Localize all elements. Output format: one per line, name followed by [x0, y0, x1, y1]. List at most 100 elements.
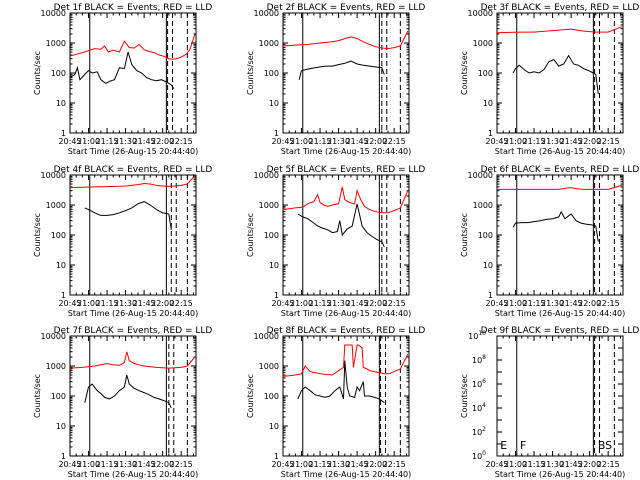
panel-6-x-tick-label: 21:00 — [504, 299, 527, 308]
panel-3-y-tick-label: 1000 — [473, 39, 493, 48]
panel-7-x-tick-label: 20:45 — [58, 460, 81, 469]
panel-2-y-tick-label: 10000 — [254, 9, 279, 18]
panel-7-y-axis-label: Counts/sec — [33, 374, 42, 418]
panel-9-y-tick-label: 108 — [472, 354, 486, 365]
panel-8-x-tick-label: 21:15 — [309, 460, 332, 469]
panel-3-x-tick-label: 22:15 — [597, 137, 620, 146]
panel-6-events-series — [512, 210, 599, 242]
panel-4-y-axis-label: Counts/sec — [33, 213, 42, 257]
panel-6-y-tick-label: 10000 — [468, 171, 493, 180]
panel-3-y-tick-label: 10000 — [468, 9, 493, 18]
panel-8-y-tick-label: 1 — [274, 452, 279, 461]
panel-7-y-tick-label: 1 — [61, 452, 66, 461]
panel-4-x-tick-label: 21:30 — [114, 299, 137, 308]
panel-9-y-tick-label: 1010 — [468, 330, 486, 341]
panel-2-title: Det 2f BLACK = Events, RED = LLD — [267, 3, 426, 13]
panel-6-y-axis-label: Counts/sec — [460, 213, 469, 257]
panel-6-y-tick-label: 10 — [483, 261, 493, 270]
panel-7-x-tick-label: 21:00 — [77, 460, 100, 469]
panel-2-x-tick-label: 22:15 — [383, 137, 406, 146]
panel-3-plot-frame — [496, 12, 624, 134]
panel-5-x-tick-label: 21:15 — [309, 299, 332, 308]
panel-9-x-tick-label: 22:15 — [597, 460, 620, 469]
panel-5-x-tick-label: 22:15 — [383, 299, 406, 308]
panel-5-plot-frame — [282, 174, 410, 296]
panel-7-title: Det 7f BLACK = Events, RED = LLD — [54, 326, 213, 336]
panel-2-y-tick-label: 1000 — [259, 39, 279, 48]
panel-8-x-tick-label: 21:30 — [327, 460, 350, 469]
panel-3-y-tick-label: 1 — [488, 129, 493, 138]
panel-5-y-tick-label: 10 — [269, 261, 279, 270]
panel-4-x-axis-label: Start Time (26-Aug-15 20:44:40) — [68, 309, 199, 318]
panel-7-y-tick-label: 10000 — [41, 332, 66, 341]
panel-9-title: Det 9f BLACK = Events, RED = LLD — [481, 326, 640, 336]
panel-3-x-tick-label: 21:00 — [504, 137, 527, 146]
panel-1-x-tick-label: 21:45 — [133, 137, 156, 146]
panel-4-events-series — [84, 201, 172, 230]
panel-1-x-tick-label: 22:15 — [170, 137, 193, 146]
panel-9-annotation: BS — [598, 439, 612, 452]
panel-2-x-tick-label: 20:45 — [271, 137, 294, 146]
panel-6-lld-series — [497, 184, 622, 190]
panel-7-x-tick-label: 21:15 — [96, 460, 119, 469]
panel-2-x-axis-label: Start Time (26-Aug-15 20:44:40) — [281, 147, 412, 156]
panel-8-x-tick-label: 22:15 — [383, 460, 406, 469]
panel-4-y-tick-label: 100 — [51, 231, 66, 240]
panel-6-x-tick-label: 21:30 — [541, 299, 564, 308]
panel-5-y-tick-label: 100 — [264, 231, 279, 240]
panel-9-y-tick-label: 106 — [472, 378, 486, 389]
panel-6-x-tick-label: 21:45 — [560, 299, 583, 308]
panel-5-x-tick-label: 21:00 — [290, 299, 313, 308]
panel-3-x-axis-label: Start Time (26-Aug-15 20:44:40) — [495, 147, 626, 156]
panel-8-y-tick-label: 100 — [264, 392, 279, 401]
panel-4-x-tick-label: 22:15 — [170, 299, 193, 308]
panel-8-x-tick-label: 22:00 — [364, 460, 387, 469]
panel-5-y-tick-label: 10000 — [254, 171, 279, 180]
panel-3-x-tick-label: 21:45 — [560, 137, 583, 146]
panel-2-plot-frame — [282, 12, 410, 134]
panel-5-y-tick-label: 1000 — [259, 201, 279, 210]
panel-1-y-axis-label: Counts/sec — [33, 51, 42, 95]
panel-6-x-axis-label: Start Time (26-Aug-15 20:44:40) — [495, 309, 626, 318]
panel-4-y-tick-label: 10000 — [41, 171, 66, 180]
panel-1-x-tick-label: 21:15 — [96, 137, 119, 146]
panel-5-y-axis-label: Counts/sec — [246, 213, 255, 257]
panel-9-y-tick-label: 104 — [472, 402, 486, 413]
panel-9-annotation: E — [500, 439, 507, 452]
panel-2-x-tick-label: 21:15 — [309, 137, 332, 146]
panel-9-annotation: F — [520, 439, 526, 452]
panel-2-x-tick-label: 21:45 — [346, 137, 369, 146]
panel-7-lld-series — [69, 351, 196, 369]
panel-6-title: Det 6f BLACK = Events, RED = LLD — [481, 165, 640, 175]
panel-6-y-tick-label: 100 — [478, 231, 493, 240]
panel-1-y-tick-label: 1000 — [46, 39, 66, 48]
panel-4-y-tick-label: 1000 — [46, 201, 66, 210]
panel-7-y-tick-label: 100 — [51, 392, 66, 401]
panel-9-x-tick-label: 21:00 — [504, 460, 527, 469]
panel-1-x-axis-label: Start Time (26-Aug-15 20:44:40) — [68, 147, 199, 156]
panel-5-lld-series — [282, 186, 409, 214]
panel-3-x-tick-label: 21:15 — [523, 137, 546, 146]
panel-8-events-series — [297, 360, 385, 404]
panel-6-x-tick-label: 21:15 — [523, 299, 546, 308]
panel-2-y-tick-label: 1 — [274, 129, 279, 138]
panel-5-events-series — [297, 203, 385, 248]
panel-9-y-tick-label: 100 — [472, 450, 486, 461]
panel-5-x-tick-label: 21:30 — [327, 299, 350, 308]
panel-6-y-tick-label: 1 — [488, 291, 493, 300]
panel-4-lld-series — [69, 175, 196, 189]
panel-3-y-tick-label: 100 — [478, 69, 493, 78]
panel-4-plot-frame — [69, 174, 197, 296]
panel-1-title: Det 1f BLACK = Events, RED = LLD — [54, 3, 213, 13]
panel-5-x-tick-label: 20:45 — [271, 299, 294, 308]
panel-3-y-tick-label: 10 — [483, 99, 493, 108]
panel-1-x-tick-label: 21:30 — [114, 137, 137, 146]
panel-3-y-axis-label: Counts/sec — [460, 51, 469, 95]
panel-1-x-tick-label: 20:45 — [58, 137, 81, 146]
panel-8-y-tick-label: 10 — [269, 422, 279, 431]
panel-9-x-axis-label: Start Time (26-Aug-15 20:44:40) — [495, 470, 626, 479]
panel-5-title: Det 5f BLACK = Events, RED = LLD — [267, 165, 426, 175]
panel-3-lld-series — [496, 26, 622, 34]
panel-2-events-series — [298, 60, 385, 80]
